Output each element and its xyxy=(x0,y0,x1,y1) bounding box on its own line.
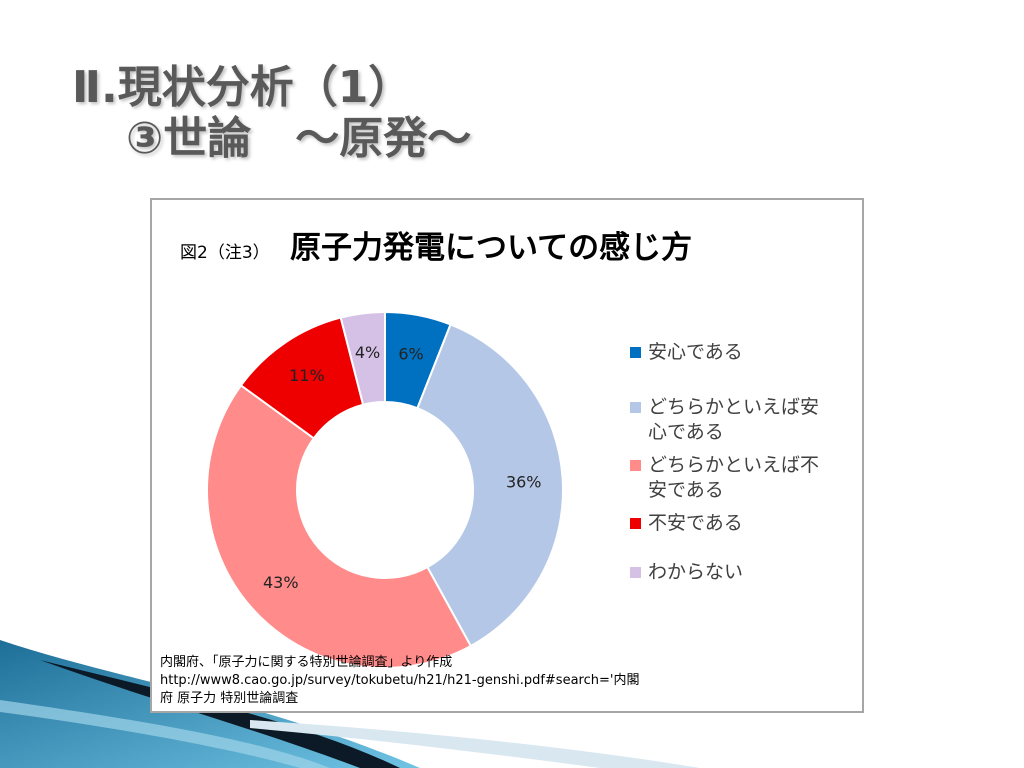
legend-label-4: 不安である xyxy=(648,512,743,534)
legend-label-3: 安である xyxy=(648,479,724,501)
slice-label-4: 11% xyxy=(289,366,325,385)
legend-label-5: わからない xyxy=(648,561,744,583)
legend-label-2: どちらかといえば安 xyxy=(648,396,820,418)
source-line-1: 内閣府、「原子力に関する特別世論調査」より作成 xyxy=(160,655,453,670)
source-line-2: http://www8.cao.go.jp/survey/tokubetu/h2… xyxy=(160,673,640,688)
slide-title-line1: Ⅱ.現状分析（1） xyxy=(72,62,413,113)
donut-slice-2 xyxy=(416,323,564,648)
slide-title: Ⅱ.現状分析（1） ③世論 ～原発～ xyxy=(72,62,471,166)
chart-title: 原子力発電についての感じ方 xyxy=(290,230,693,266)
legend-swatch-3 xyxy=(630,460,641,471)
legend-swatch-5 xyxy=(630,567,641,578)
donut-slice-5 xyxy=(339,310,386,406)
legend-label-2: 心である xyxy=(648,421,724,443)
legend-swatch-2 xyxy=(630,402,641,413)
legend-item-4: 不安である xyxy=(626,511,856,536)
slice-label-2: 36% xyxy=(506,472,542,491)
slice-label-3: 43% xyxy=(263,573,299,592)
legend-item-5: わからない xyxy=(626,560,856,585)
slide-title-line2: ③世論 ～原発～ xyxy=(126,112,472,164)
slice-label-1: 6% xyxy=(398,344,423,363)
donut-slice-3 xyxy=(206,383,473,669)
legend-item-1: 安心である xyxy=(626,340,856,365)
source-note: 内閣府、「原子力に関する特別世論調査」より作成 http://www8.cao.… xyxy=(160,654,860,708)
chart-legend: 安心である どちらかといえば安 心である どちらかといえば不 安である 不安である わからな… xyxy=(626,340,856,585)
legend-label-3: どちらかといえば不 xyxy=(648,454,820,476)
legend-item-2: どちらかといえば安 心である xyxy=(626,395,856,445)
chart-title-prefix: 図2（注3） xyxy=(180,243,270,263)
chart-frame: 図2（注3） 原子力発電についての感じ方 6% 36% 43% 11% 4% 安心である… xyxy=(150,198,864,713)
source-line-3: 府 原子力 特別世論調査 xyxy=(160,691,299,706)
slice-label-5: 4% xyxy=(355,343,380,362)
legend-label-1: 安心である xyxy=(648,341,743,363)
legend-swatch-1 xyxy=(630,347,641,358)
legend-item-3: どちらかといえば不 安である xyxy=(626,453,856,503)
donut-chart: 6% 36% 43% 11% 4% xyxy=(206,310,564,669)
legend-swatch-4 xyxy=(630,518,641,529)
